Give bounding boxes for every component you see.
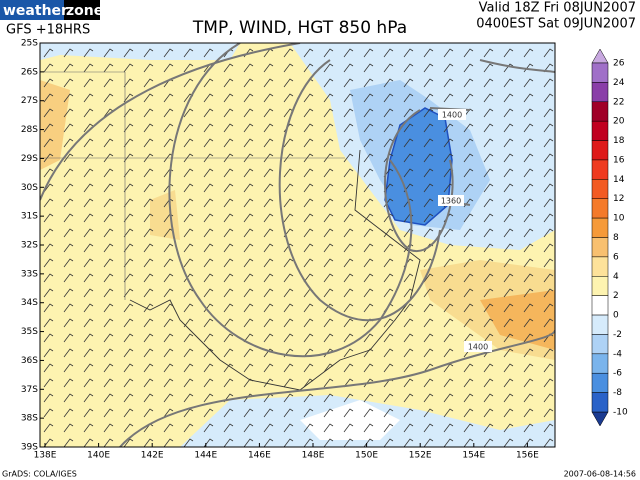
colorbar-label: -6 <box>613 369 622 379</box>
latitude-label: 38S <box>21 414 38 424</box>
colorbar-swatch <box>591 159 609 180</box>
colorbar-swatch <box>591 217 609 238</box>
colorbar-label: 22 <box>613 97 624 107</box>
valid-time: Valid 18Z Fri 08JUN2007 <box>479 1 636 16</box>
longitude-label: 142E <box>141 451 164 461</box>
footer-timestamp: 2007-06-08-14:56 <box>564 470 636 479</box>
colorbar-label: 26 <box>613 59 625 69</box>
colorbar-label: 2 <box>613 291 619 301</box>
longitude-label: 152E <box>409 451 432 461</box>
colorbar-swatch <box>591 256 609 277</box>
colorbar-label: 0 <box>613 311 619 321</box>
latitude-label: 30S <box>21 183 38 193</box>
colorbar-label: 16 <box>613 155 625 165</box>
logo-text: weather <box>3 3 68 19</box>
colorbar-label: 6 <box>613 252 619 262</box>
logo-box <box>64 0 100 20</box>
longitude-label: 156E <box>516 451 539 461</box>
latitude-label: 27S <box>21 96 38 106</box>
model-run: GFS +18HRS <box>6 23 90 38</box>
label-bg <box>438 195 464 206</box>
colorbar-swatch <box>591 295 609 316</box>
colorbar-swatch <box>591 82 609 103</box>
latitude-label: 33S <box>21 269 38 279</box>
colorbar-label: 14 <box>613 175 625 185</box>
colorbar-label: 8 <box>613 233 619 243</box>
latitude-label: 26S <box>21 67 38 77</box>
colorbar-swatch <box>591 198 609 219</box>
latitude-label: 34S <box>21 298 38 308</box>
contour-label: 1360 <box>441 197 461 206</box>
longitude-label: 148E <box>302 451 325 461</box>
contour-label: 1400 <box>442 111 462 120</box>
colorbar-label: 4 <box>613 272 619 282</box>
colorbar-label: 18 <box>613 136 625 146</box>
latitude-label: 36S <box>21 356 38 366</box>
colorbar-label: 24 <box>613 78 625 88</box>
colorbar-cap <box>591 411 609 427</box>
logo-text: zone <box>66 3 103 19</box>
colorbar-label: -2 <box>613 330 622 340</box>
colorbar-cap <box>591 48 609 64</box>
colorbar-swatch <box>591 179 609 199</box>
colorbar-swatch <box>591 314 609 335</box>
longitude-label: 144E <box>194 451 217 461</box>
colorbar-swatch <box>591 101 609 122</box>
latitude-label: 28S <box>21 125 38 135</box>
footer-credit: GrADS: COLA/IGES <box>2 470 77 479</box>
latitude-label: 31S <box>21 212 38 222</box>
colorbar-label: 12 <box>613 194 624 204</box>
latitude-label: 37S <box>21 385 38 395</box>
colorbar-swatch <box>591 62 609 83</box>
colorbar-label: 20 <box>613 117 625 127</box>
colorbar-swatch <box>591 334 609 355</box>
longitude-label: 138E <box>34 451 57 461</box>
longitude-label: 140E <box>87 451 110 461</box>
latitude-label: 35S <box>21 327 38 337</box>
colorbar-swatch <box>591 392 609 413</box>
colorbar-label: -8 <box>613 388 622 398</box>
colorbar-label: -10 <box>613 408 628 418</box>
logo-box <box>0 0 64 20</box>
label-bg <box>438 109 466 120</box>
latitude-label: 29S <box>21 154 38 164</box>
colorbar-swatch <box>591 276 609 296</box>
colorbar-swatch <box>591 120 609 141</box>
longitude-label: 146E <box>248 451 271 461</box>
colorbar-swatch <box>591 372 609 393</box>
colorbar-swatch <box>591 140 609 161</box>
longitude-label: 154E <box>462 451 485 461</box>
map <box>40 43 555 447</box>
colorbar-label: -4 <box>613 349 622 359</box>
contour-label: 1400 <box>468 343 488 352</box>
colorbar-swatch <box>591 353 609 374</box>
map-title: TMP, WIND, HGT 850 hPa <box>192 18 407 38</box>
valid-time: 0400EST Sat 09JUN2007 <box>476 17 636 32</box>
latitude-label: 39S <box>21 443 38 453</box>
longitude-label: 150E <box>355 451 378 461</box>
colorbar-label: 10 <box>613 214 625 224</box>
label-bg <box>464 341 492 352</box>
latitude-label: 25S <box>21 39 38 49</box>
colorbar-swatch <box>591 237 609 258</box>
latitude-label: 32S <box>21 241 38 251</box>
